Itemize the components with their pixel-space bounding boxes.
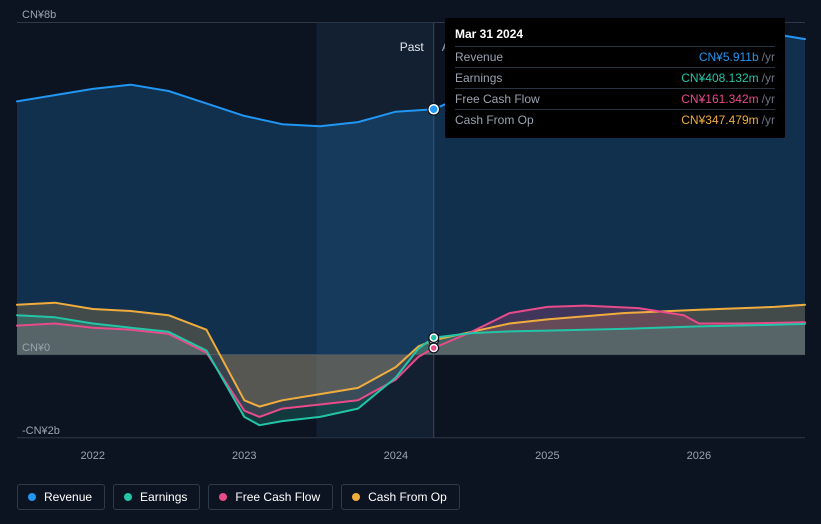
x-axis-label: 2022 bbox=[81, 450, 105, 462]
tooltip-row-unit: /yr bbox=[762, 50, 775, 64]
x-axis-label: 2026 bbox=[687, 450, 711, 462]
legend-item-label: Cash From Op bbox=[368, 490, 447, 504]
tooltip-row-value: CN¥5.911b bbox=[699, 50, 759, 64]
tooltip-row-label: Revenue bbox=[455, 50, 503, 64]
tooltip-row-value: CN¥408.132m bbox=[681, 71, 758, 85]
tooltip-row: Revenue CN¥5.911b/yr bbox=[455, 46, 775, 67]
legend-item-label: Free Cash Flow bbox=[235, 490, 320, 504]
tooltip-row-label: Free Cash Flow bbox=[455, 92, 540, 106]
legend-item-label: Earnings bbox=[140, 490, 187, 504]
tooltip-row: Cash From Op CN¥347.479m/yr bbox=[455, 109, 775, 130]
x-axis-label: 2023 bbox=[232, 450, 256, 462]
tooltip-row-unit: /yr bbox=[762, 92, 775, 106]
chart-legend: Revenue Earnings Free Cash Flow Cash From O… bbox=[17, 484, 460, 510]
tooltip-row: Free Cash Flow CN¥161.342m/yr bbox=[455, 88, 775, 109]
y-axis-label: CN¥8b bbox=[22, 9, 56, 21]
legend-item[interactable]: Free Cash Flow bbox=[208, 484, 333, 510]
x-axis-label: 2024 bbox=[384, 450, 408, 462]
x-axis-label: 2025 bbox=[535, 450, 559, 462]
legend-item[interactable]: Earnings bbox=[113, 484, 200, 510]
annotation-past: Past bbox=[400, 40, 424, 54]
tooltip-row-value: CN¥161.342m bbox=[681, 92, 758, 106]
tooltip-date: Mar 31 2024 bbox=[455, 24, 775, 46]
tooltip-row-unit: /yr bbox=[762, 113, 775, 127]
y-axis-label: -CN¥2b bbox=[22, 425, 60, 437]
legend-dot-icon bbox=[219, 493, 227, 501]
tooltip-row: Earnings CN¥408.132m/yr bbox=[455, 67, 775, 88]
legend-item-label: Revenue bbox=[44, 490, 92, 504]
legend-dot-icon bbox=[28, 493, 36, 501]
legend-item[interactable]: Cash From Op bbox=[341, 484, 460, 510]
tooltip-row-label: Cash From Op bbox=[455, 113, 534, 127]
legend-item[interactable]: Revenue bbox=[17, 484, 105, 510]
chart-container: CN¥8b CN¥0 -CN¥2b 2022 2023 2024 2025 2026 Pas… bbox=[0, 0, 821, 524]
y-axis-label: CN¥0 bbox=[22, 342, 50, 354]
tooltip-row-unit: /yr bbox=[762, 71, 775, 85]
legend-dot-icon bbox=[124, 493, 132, 501]
chart-tooltip: Mar 31 2024 Revenue CN¥5.911b/yr Earnings C… bbox=[445, 18, 785, 138]
tooltip-row-value: CN¥347.479m bbox=[681, 113, 758, 127]
legend-dot-icon bbox=[352, 493, 360, 501]
tooltip-row-label: Earnings bbox=[455, 71, 502, 85]
